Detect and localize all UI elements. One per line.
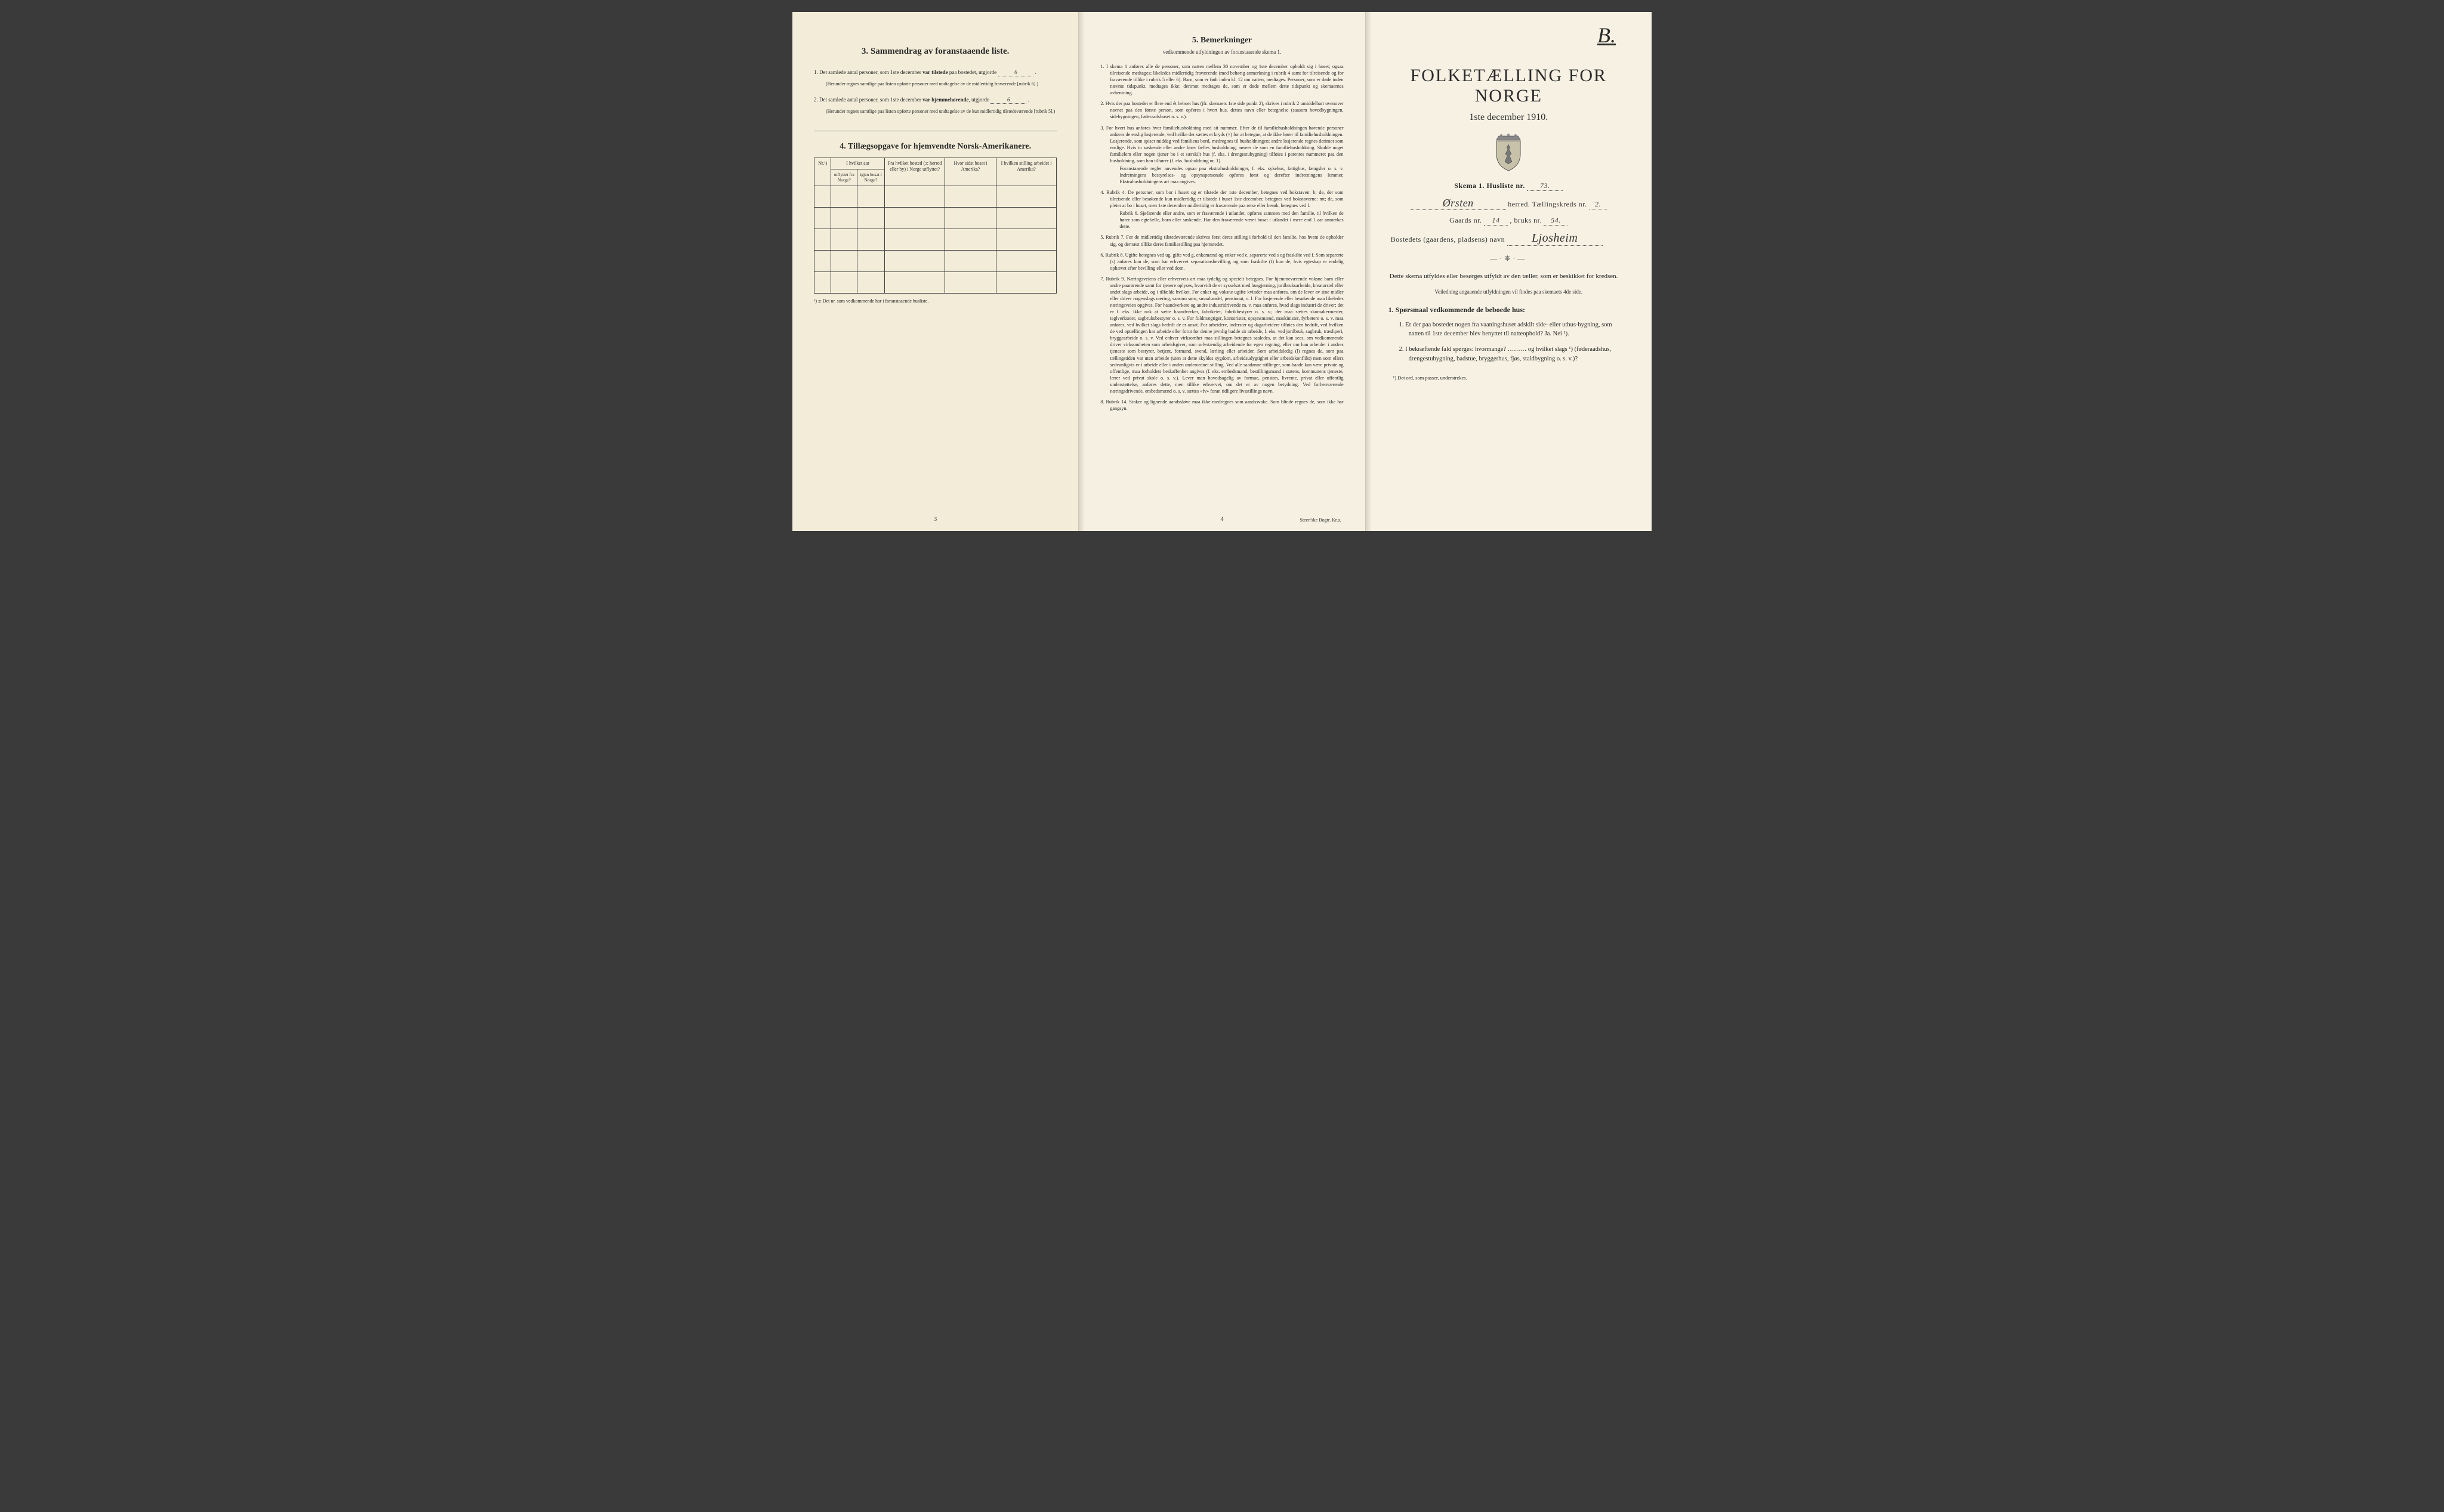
- p1-bold: var tilstede: [922, 69, 948, 75]
- fold-shadow: [1079, 12, 1085, 531]
- col-stilling: I hvilken stilling arbeidet i Amerika?: [996, 158, 1057, 186]
- page-3-sammendrag: 3. Sammendrag av foranstaaende liste. 1.…: [792, 12, 1079, 531]
- remark-item: Rubrik 14. Sinker og lignende aandssløve…: [1100, 399, 1343, 412]
- table-footnote: ¹) ɔ: Det nr. som vedkommende har i fora…: [814, 298, 1057, 304]
- p1-value-handwritten: 6: [998, 69, 1033, 76]
- col-aar2: igjen bosat i Norge?: [857, 169, 885, 186]
- section-5-title: 5. Bemerkninger: [1100, 36, 1343, 45]
- corner-letter-handwritten: B.: [1597, 23, 1616, 48]
- table-row: [814, 250, 1057, 271]
- remark-item: Hvis der paa bostedet er flere end ét be…: [1100, 100, 1343, 120]
- main-title: FOLKETÆLLING FOR NORGE: [1387, 66, 1630, 106]
- p2-tail: , utgjorde: [968, 97, 990, 103]
- tillaeg-table: Nr.¹) I hvilket aar Fra hvilket bosted (…: [814, 158, 1057, 294]
- coat-of-arms-icon: [1493, 134, 1524, 172]
- col-sidst: Hvor sidst bosat i Amerika?: [945, 158, 996, 186]
- remark-item: For hvert hus anføres hver familiehushol…: [1100, 125, 1343, 186]
- herred-name-handwritten: Ørsten: [1411, 197, 1506, 210]
- table-row: [814, 229, 1057, 250]
- document-spread: 3. Sammendrag av foranstaaende liste. 1.…: [792, 12, 1652, 531]
- section-4-title: 4. Tillægsopgave for hjemvendte Norsk-Am…: [814, 142, 1057, 152]
- p2-value-handwritten: 6: [990, 96, 1026, 104]
- instruction-text: Dette skema utfyldes eller besørges utfy…: [1390, 271, 1628, 282]
- skema-row: Skema 1. Husliste nr. 73.: [1387, 181, 1630, 191]
- census-date: 1ste december 1910.: [1387, 112, 1630, 123]
- p2-bold: var hjemmehørende: [922, 97, 968, 103]
- gaards-row: Gaards nr. 14 , bruks nr. 54.: [1387, 216, 1630, 226]
- bosted-name-handwritten: Ljosheim: [1507, 232, 1603, 246]
- gaards-nr-handwritten: 14: [1484, 216, 1508, 226]
- page-number: 4: [1220, 516, 1223, 523]
- remark-item: Rubrik 4. De personer, som bor i huset o…: [1100, 189, 1343, 230]
- kreds-nr-handwritten: 2.: [1589, 200, 1607, 209]
- p1-lead: 1. Det samlede antal personer, som 1ste …: [814, 69, 922, 75]
- table-head: Nr.¹) I hvilket aar Fra hvilket bosted (…: [814, 158, 1057, 186]
- remark-item: Rubrik 9. Næringsveiens eller erhvervets…: [1100, 276, 1343, 394]
- table-row: [814, 271, 1057, 293]
- col-aar-head: I hvilket aar: [831, 158, 884, 169]
- table-row: [814, 207, 1057, 229]
- footnote-text: ¹) Det ord, som passer, understrekes.: [1393, 375, 1467, 381]
- fold-shadow: [1366, 12, 1372, 531]
- remark-item: I skema 1 anføres alle de personer, som …: [1100, 63, 1343, 96]
- bruks-label: , bruks nr.: [1510, 216, 1542, 224]
- cover-footnote: ¹) Det ord, som passer, understrekes.: [1387, 375, 1630, 381]
- remark-4-text: Rubrik 4. De personer, som bor i huset o…: [1106, 190, 1344, 208]
- section-5-subtitle: vedkommende utfyldningen av foranstaaend…: [1100, 49, 1343, 55]
- col-aar1: utflyttet fra Norge?: [831, 169, 857, 186]
- bosted-row: Bostedets (gaardens, pladsens) navn Ljos…: [1391, 232, 1630, 246]
- summary-item-2: 2. Det samlede antal personer, som 1ste …: [814, 96, 1057, 104]
- bruks-nr-handwritten: 54.: [1544, 216, 1567, 226]
- herred-row: Ørsten herred. Tællingskreds nr. 2.: [1387, 197, 1630, 210]
- col-nr: Nr.¹): [814, 158, 831, 186]
- remarks-list: I skema 1 anføres alle de personer, som …: [1100, 63, 1343, 412]
- bosted-label: Bostedets (gaardens, pladsens) navn: [1391, 235, 1507, 243]
- remark-4-extra: Rubrik 6. Sjøfarende eller andre, som er…: [1119, 210, 1343, 230]
- col-bosted: Fra hvilket bosted (ɔ: herred eller by) …: [884, 158, 945, 186]
- p2-lead: 2. Det samlede antal personer, som 1ste …: [814, 97, 922, 103]
- page-cover: B. FOLKETÆLLING FOR NORGE 1ste december …: [1366, 12, 1652, 531]
- ornament-icon: ―·❋·―: [1387, 254, 1630, 263]
- husliste-nr-handwritten: 73.: [1527, 181, 1563, 191]
- p1-note: (Herunder regnes samtlige paa listen opf…: [826, 81, 1057, 88]
- guidance-text: Veiledning angaaende utfyldningen vil fi…: [1387, 289, 1630, 295]
- p1-tail: paa bostedet, utgjorde: [948, 69, 998, 75]
- table-body: [814, 186, 1057, 293]
- remark-item: Rubrik 7. For de midlertidig tilstedevær…: [1100, 234, 1343, 247]
- question-2: 2. I bekræftende fald spørges: hvormange…: [1399, 345, 1628, 364]
- p2-note: (Herunder regnes samtlige paa listen opf…: [826, 109, 1057, 115]
- gaards-label: Gaards nr.: [1449, 216, 1482, 224]
- herred-suffix: herred. Tællingskreds nr.: [1508, 200, 1587, 208]
- question-heading: 1. Spørsmaal vedkommende de beboede hus:: [1388, 306, 1630, 314]
- skema-label: Skema 1. Husliste nr.: [1454, 181, 1525, 190]
- page-4-bemerkninger: 5. Bemerkninger vedkommende utfyldningen…: [1079, 12, 1365, 531]
- section-3-title: 3. Sammendrag av foranstaaende liste.: [814, 47, 1057, 57]
- table-row: [814, 186, 1057, 207]
- remark-item: Rubrik 8. Ugifte betegnes ved ug, gifte …: [1100, 252, 1343, 271]
- remark-3-text: For hvert hus anføres hver familiehushol…: [1106, 125, 1344, 163]
- remark-3-extra: Foranstaaende regler anvendes ogsaa paa …: [1119, 165, 1343, 185]
- question-1: 1. Er der paa bostedet nogen fra vaaning…: [1399, 320, 1628, 340]
- printer-mark: Steen'ske Bogtr. Kr.a.: [1300, 517, 1341, 523]
- summary-item-1: 1. Det samlede antal personer, som 1ste …: [814, 69, 1057, 76]
- page-number: 3: [934, 516, 937, 523]
